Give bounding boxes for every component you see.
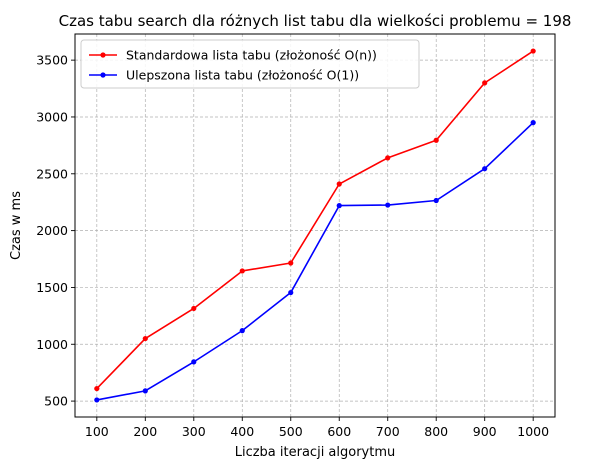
data-point: [530, 120, 536, 126]
series-1: [94, 48, 536, 392]
data-point: [288, 260, 294, 266]
series-2: [94, 120, 536, 403]
y-tick-label: 3000: [36, 109, 68, 124]
series-line: [96, 50, 534, 390]
data-point: [94, 385, 100, 392]
data-point: [482, 80, 488, 86]
data-point: [385, 202, 391, 208]
x-tick-label: 800: [424, 424, 448, 439]
axis-ticks: 100 200 300 400 500 600 700 800 900 1000 500 1000 15…: [36, 53, 549, 439]
y-axis-title: Czas w ms: [9, 191, 24, 260]
x-tick-label: 400: [230, 424, 254, 439]
data-point: [433, 137, 439, 143]
data-point: [336, 203, 342, 209]
series-line: [96, 122, 534, 401]
x-tick-label: 200: [133, 424, 157, 439]
chart-title: Czas tabu search dla różnych list tabu d…: [59, 12, 572, 30]
y-tick-label: 2000: [36, 223, 68, 238]
data-point: [385, 155, 391, 161]
data-point: [142, 335, 148, 342]
y-tick-label: 500: [44, 394, 68, 409]
x-tick-label: 500: [279, 424, 303, 439]
data-point: [239, 268, 245, 274]
y-tick-label: 3500: [36, 53, 68, 68]
x-tick-label: 1000: [517, 424, 549, 439]
legend: Standardowa lista tabu (złożoność O(n)) U…: [80, 39, 420, 89]
data-point: [336, 181, 342, 187]
data-point: [191, 359, 197, 365]
data-point: [288, 289, 294, 296]
legend-marker: [100, 72, 106, 78]
data-point: [191, 305, 197, 312]
legend-label: Standardowa lista tabu (złożoność O(n)): [126, 48, 377, 63]
x-tick-label: 600: [327, 424, 351, 439]
data-point: [433, 197, 439, 204]
x-axis-title: Liczba iteracji algorytmu: [235, 445, 396, 460]
x-tick-label: 300: [182, 424, 206, 439]
legend-marker: [100, 52, 106, 58]
legend-box: [80, 39, 420, 89]
y-tick-label: 1000: [36, 337, 68, 352]
x-tick-label: 700: [376, 424, 400, 439]
x-tick-label: 100: [85, 424, 109, 439]
data-point: [142, 388, 148, 394]
legend-label: Ulepszona lista tabu (złożoność O(1)): [126, 68, 359, 83]
plot-frame: [74, 33, 556, 418]
data-point: [530, 48, 536, 54]
x-tick-label: 900: [473, 424, 497, 439]
data-point: [94, 397, 100, 403]
series-layer: [94, 48, 536, 403]
data-point: [239, 328, 245, 334]
data-point: [482, 166, 488, 172]
grid-lines: [75, 34, 555, 417]
y-tick-label: 1500: [36, 280, 68, 295]
y-tick-label: 2500: [36, 166, 68, 181]
